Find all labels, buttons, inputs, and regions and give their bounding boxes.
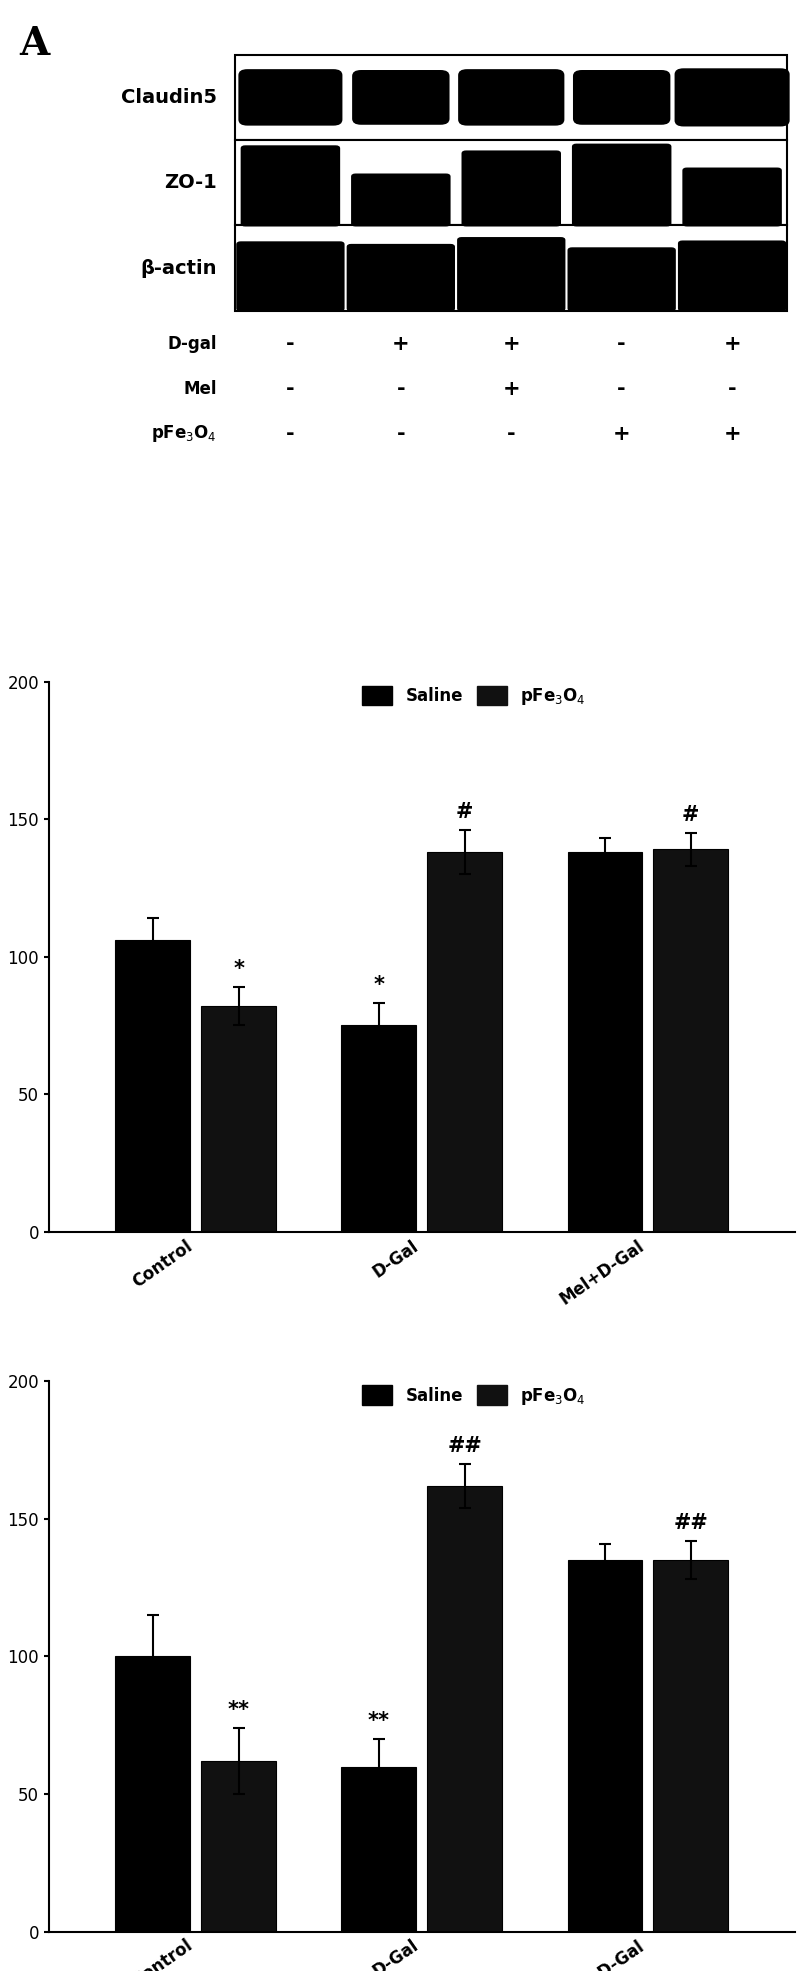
Legend: Saline, pFe$_3$O$_4$: Saline, pFe$_3$O$_4$ bbox=[356, 678, 592, 714]
Text: A: A bbox=[19, 24, 49, 63]
Text: ##: ## bbox=[448, 1435, 482, 1457]
FancyBboxPatch shape bbox=[238, 69, 342, 126]
Legend: Saline, pFe$_3$O$_4$: Saline, pFe$_3$O$_4$ bbox=[356, 1378, 592, 1413]
FancyBboxPatch shape bbox=[346, 244, 455, 311]
Text: *: * bbox=[233, 958, 244, 980]
Text: +: + bbox=[503, 333, 520, 353]
Text: +: + bbox=[613, 424, 630, 443]
Bar bbox=[568, 851, 642, 1232]
Text: +: + bbox=[723, 424, 741, 443]
Bar bbox=[654, 1561, 728, 1932]
Y-axis label: ROD of ZO-1
(% of control): ROD of ZO-1 (% of control) bbox=[0, 1593, 2, 1721]
Bar bbox=[115, 940, 190, 1232]
Text: Mel: Mel bbox=[183, 380, 217, 398]
Text: +: + bbox=[392, 333, 410, 353]
Text: ##: ## bbox=[673, 1512, 708, 1533]
Text: -: - bbox=[617, 333, 626, 353]
Text: pFe$_3$O$_4$: pFe$_3$O$_4$ bbox=[151, 424, 217, 445]
Text: -: - bbox=[286, 333, 294, 353]
Text: -: - bbox=[507, 424, 516, 443]
FancyBboxPatch shape bbox=[236, 240, 345, 311]
Text: -: - bbox=[286, 378, 294, 398]
Bar bbox=[427, 1486, 502, 1932]
Y-axis label: ROD of Claudin5
(% of control): ROD of Claudin5 (% of control) bbox=[0, 881, 2, 1033]
FancyBboxPatch shape bbox=[352, 71, 449, 124]
FancyBboxPatch shape bbox=[461, 150, 561, 227]
Text: D-gal: D-gal bbox=[167, 335, 217, 353]
FancyBboxPatch shape bbox=[573, 71, 671, 124]
FancyBboxPatch shape bbox=[241, 146, 340, 227]
FancyBboxPatch shape bbox=[568, 246, 676, 311]
Text: -: - bbox=[286, 424, 294, 443]
Bar bbox=[201, 1005, 276, 1232]
Bar bbox=[341, 1766, 416, 1932]
Bar bbox=[235, 225, 787, 311]
Text: Claudin5: Claudin5 bbox=[121, 89, 217, 106]
Bar bbox=[654, 850, 728, 1232]
FancyBboxPatch shape bbox=[457, 237, 565, 311]
Text: -: - bbox=[727, 378, 736, 398]
FancyBboxPatch shape bbox=[675, 69, 790, 126]
Bar bbox=[341, 1025, 416, 1232]
Bar bbox=[568, 1561, 642, 1932]
FancyBboxPatch shape bbox=[351, 173, 451, 227]
Text: β-actin: β-actin bbox=[140, 258, 217, 278]
FancyBboxPatch shape bbox=[682, 168, 782, 227]
Bar bbox=[201, 1760, 276, 1932]
Text: -: - bbox=[397, 378, 406, 398]
Text: -: - bbox=[617, 378, 626, 398]
Bar bbox=[115, 1656, 190, 1932]
FancyBboxPatch shape bbox=[458, 69, 564, 126]
Text: **: ** bbox=[228, 1699, 250, 1721]
FancyBboxPatch shape bbox=[572, 144, 672, 227]
Text: ZO-1: ZO-1 bbox=[164, 173, 217, 193]
Text: +: + bbox=[503, 378, 520, 398]
Text: +: + bbox=[723, 333, 741, 353]
Text: **: ** bbox=[367, 1711, 390, 1731]
Text: -: - bbox=[397, 424, 406, 443]
Text: #: # bbox=[682, 804, 699, 824]
Bar bbox=[235, 140, 787, 225]
FancyBboxPatch shape bbox=[678, 240, 787, 311]
Bar bbox=[427, 851, 502, 1232]
Bar bbox=[235, 55, 787, 140]
Text: #: # bbox=[456, 802, 474, 822]
Text: *: * bbox=[373, 976, 384, 995]
